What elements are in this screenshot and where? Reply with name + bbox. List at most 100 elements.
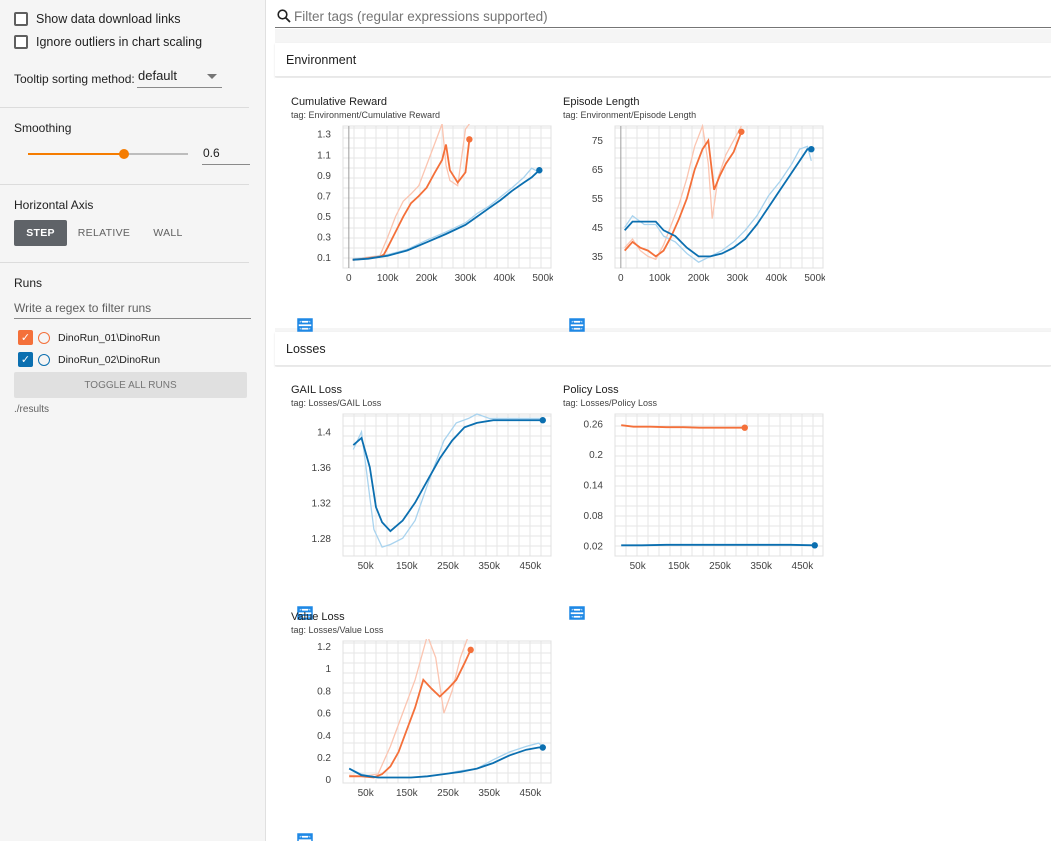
series-end-marker xyxy=(808,145,815,153)
run-color-circle-icon[interactable] xyxy=(38,353,50,366)
chart-title: GAIL Loss xyxy=(291,384,342,396)
tooltip-sorting-value: default xyxy=(138,68,178,83)
x-tick-label: 400k xyxy=(494,273,517,284)
x-tick-label: 250k xyxy=(437,561,460,572)
x-tick-label: 200k xyxy=(416,273,439,284)
plot-frame xyxy=(342,413,552,557)
section-header-losses[interactable]: Losses xyxy=(275,332,1051,366)
chart-tag: tag: Environment/Episode Length xyxy=(563,110,697,120)
data-table-icon[interactable] xyxy=(569,606,585,620)
series-line-raw xyxy=(349,639,468,777)
section-title: Losses xyxy=(286,342,326,356)
run-item[interactable]: ✓ DinoRun_02\DinoRun xyxy=(18,352,160,367)
show-download-links-label: Show data download links xyxy=(36,12,181,26)
y-tick-label: 0 xyxy=(325,775,331,786)
ignore-outliers-label: Ignore outliers in chart scaling xyxy=(36,35,203,49)
x-tick-label: 50k xyxy=(630,561,647,572)
horizontal-axis-label: Horizontal Axis xyxy=(14,198,94,212)
y-tick-label: 0.5 xyxy=(317,212,331,223)
axis-step-button[interactable]: STEP xyxy=(14,220,67,246)
series-line-smoothed xyxy=(349,649,472,779)
series-end-marker xyxy=(467,646,474,654)
series-end-marker xyxy=(536,167,543,174)
x-tick-label: 150k xyxy=(396,788,419,799)
chart-title: Cumulative Reward xyxy=(291,96,387,108)
run-color-circle-icon[interactable] xyxy=(38,331,50,344)
fit-domain-icon[interactable] xyxy=(297,606,313,620)
x-tick-label: 200k xyxy=(688,273,711,284)
plot-frame xyxy=(614,125,824,269)
x-tick-label: 50k xyxy=(358,788,375,799)
x-tick-label: 350k xyxy=(478,788,501,799)
divider xyxy=(0,184,249,185)
logdir-label: ./results xyxy=(14,404,50,415)
run-name: DinoRun_02\DinoRun xyxy=(58,353,161,366)
data-table-icon[interactable] xyxy=(569,318,585,332)
x-tick-label: 400k xyxy=(766,273,789,284)
y-tick-label: 0.8 xyxy=(317,686,331,697)
chart-tag: tag: Losses/GAIL Loss xyxy=(291,398,382,408)
fit-domain-icon[interactable] xyxy=(297,318,313,332)
data-table-icon[interactable] xyxy=(297,833,313,841)
run-checkbox-icon[interactable]: ✓ xyxy=(18,352,33,367)
x-tick-label: 100k xyxy=(377,273,400,284)
x-tick-label: 100k xyxy=(649,273,672,284)
checkbox-icon[interactable] xyxy=(14,12,28,26)
smoothing-value-input[interactable]: 0.6 xyxy=(202,146,250,165)
fit-domain-icon[interactable] xyxy=(569,318,585,332)
x-tick-label: 500k xyxy=(804,273,825,284)
smoothing-slider-fill xyxy=(28,153,124,155)
y-tick-label: 0.1 xyxy=(317,253,331,264)
x-tick-label: 500k xyxy=(532,273,553,284)
tag-filter-input[interactable]: Filter tags (regular expressions support… xyxy=(275,4,1051,28)
chart-tag: tag: Environment/Cumulative Reward xyxy=(291,110,441,120)
x-tick-label: 250k xyxy=(437,788,460,799)
axis-wall-button[interactable]: WALL xyxy=(153,227,183,239)
series-end-marker xyxy=(811,542,818,549)
y-tick-label: 55 xyxy=(592,194,604,205)
y-tick-label: 65 xyxy=(592,165,604,176)
y-tick-label: 0.6 xyxy=(317,709,331,720)
x-tick-label: 50k xyxy=(358,561,375,572)
chart-plot[interactable]: 0.1 0.3 0.5 0.7 0.9 1.1 1.3 0 100k 200k 300k 400k 50… xyxy=(291,122,553,284)
run-item[interactable]: ✓ DinoRun_01\DinoRun xyxy=(18,330,160,345)
axis-relative-button[interactable]: RELATIVE xyxy=(77,227,131,239)
data-table-icon[interactable] xyxy=(297,318,313,332)
y-tick-label: 1.1 xyxy=(317,150,331,161)
data-table-icon[interactable] xyxy=(297,606,313,620)
chart-plot[interactable]: 35 45 55 65 75 0 100k 200k 300k 400k 500k xyxy=(563,122,825,284)
show-download-links-checkbox[interactable]: Show data download links xyxy=(14,12,181,26)
series-line-smoothed xyxy=(348,746,543,779)
run-checkbox-icon[interactable]: ✓ xyxy=(18,330,33,345)
fit-domain-icon[interactable] xyxy=(569,606,585,620)
toggle-all-runs-button[interactable]: TOGGLE ALL RUNS xyxy=(14,372,247,398)
chart-plot[interactable]: 1.28 1.32 1.36 1.4 50k 150k 250k 350k 450k xyxy=(291,410,553,572)
chart-plot[interactable]: 0 0.2 0.4 0.6 0.8 1 1.2 50k 150k 250k 350k 450k xyxy=(291,637,553,799)
x-tick-label: 150k xyxy=(396,561,419,572)
x-tick-label: 350k xyxy=(478,561,501,572)
tooltip-sorting-label: Tooltip sorting method: xyxy=(14,72,135,86)
y-tick-label: 1.2 xyxy=(317,642,331,653)
y-tick-label: 1 xyxy=(325,664,331,675)
plot-frame xyxy=(342,125,552,269)
fit-domain-icon[interactable] xyxy=(297,833,313,841)
series-end-marker xyxy=(539,744,546,751)
runs-filter-input[interactable]: Write a regex to filter runs xyxy=(14,301,251,319)
ignore-outliers-checkbox[interactable]: Ignore outliers in chart scaling xyxy=(14,35,202,49)
chart-plot[interactable]: 0.02 0.08 0.14 0.2 0.26 50k 150k 250k 350k 450k xyxy=(563,410,825,572)
smoothing-label: Smoothing xyxy=(14,121,72,135)
checkbox-icon[interactable] xyxy=(14,35,28,49)
section-header-environment[interactable]: Environment xyxy=(275,43,1051,77)
x-tick-label: 350k xyxy=(750,561,773,572)
x-tick-label: 0 xyxy=(346,273,352,284)
run-name: DinoRun_01\DinoRun xyxy=(58,331,161,344)
y-tick-label: 1.32 xyxy=(312,498,332,509)
section-gap xyxy=(275,29,1051,43)
tooltip-sorting-select[interactable]: default xyxy=(137,68,222,88)
chart-title: Episode Length xyxy=(563,96,640,108)
x-tick-label: 450k xyxy=(520,788,543,799)
series-line-smoothed xyxy=(352,139,471,261)
smoothing-slider-thumb[interactable] xyxy=(119,149,129,159)
tag-filter-placeholder: Filter tags (regular expressions support… xyxy=(294,9,548,24)
chart-title: Policy Loss xyxy=(563,384,619,396)
